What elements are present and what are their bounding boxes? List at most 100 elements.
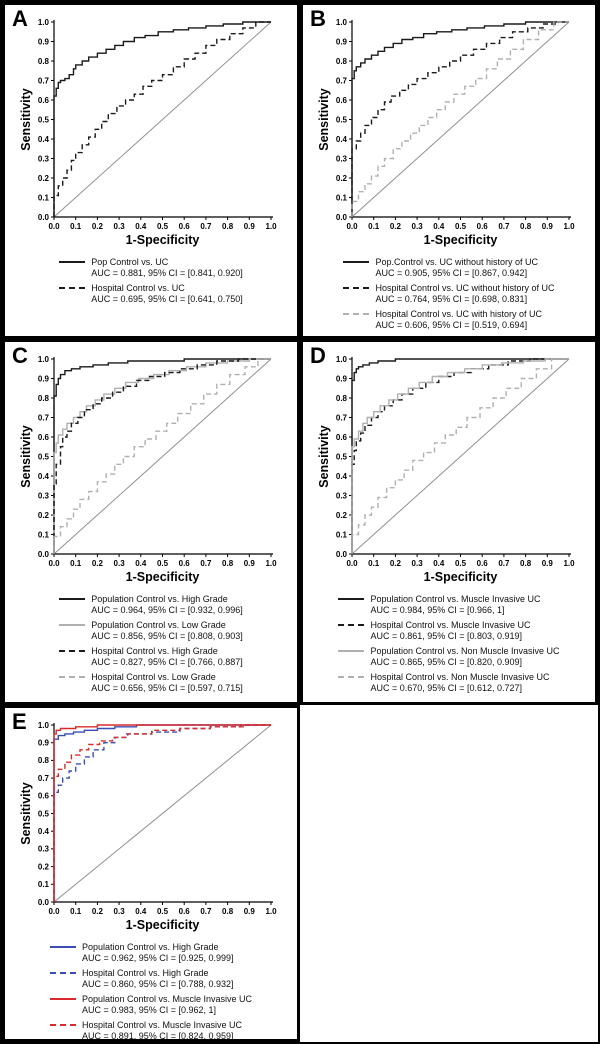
x-tick-label: 0.4 [135, 222, 147, 231]
legend-entry-text: Hospital Control vs. Low Grade AUC = 0.65… [91, 672, 243, 694]
x-axis-title: 1-Specificity [424, 570, 498, 584]
legend-line-sample [49, 946, 76, 948]
legend-series-name: Hospital Control vs. Low Grade [91, 672, 216, 682]
y-tick-label: 0.2 [336, 174, 348, 183]
legend-auc-text: AUC = 0.865, 95% CI = [0.820, 0.909] [370, 657, 523, 667]
legend-line-sample [59, 287, 86, 289]
x-tick-label: 0.5 [455, 222, 467, 231]
legend-entry-text: Hospital Control vs. Non Muscle Invasive… [370, 672, 549, 694]
y-tick-label: 0.2 [38, 862, 50, 871]
y-tick-label: 0.2 [38, 511, 50, 520]
legend-auc-text: AUC = 0.695, 95% CI = [0.641, 0.750] [91, 294, 243, 304]
x-tick-label: 0.8 [222, 222, 234, 231]
y-tick-label: 0.4 [336, 472, 348, 481]
x-tick-label: 0.2 [390, 559, 402, 568]
x-tick-label: 0.9 [244, 222, 256, 231]
x-axis-title: 1-Specificity [126, 233, 200, 247]
legend-entry-text: Population Control vs. High Grade AUC = 0… [82, 942, 234, 964]
legend-entry-text: Population Control vs. Low Grade AUC = 0.… [91, 620, 243, 642]
x-tick-label: 0.8 [520, 222, 532, 231]
legend-auc-text: AUC = 0.656, 95% CI = [0.597, 0.715] [91, 683, 243, 693]
y-tick-label: 0.4 [38, 472, 50, 481]
roc-chart-A: 0.00.0 0.1 0.1 0.2 0.2 0.3 0.3 0.4 0.4 0.5 0.5 0.6 0… [20, 18, 277, 247]
legend-item: Hospital Control vs. UC without history … [343, 283, 555, 305]
legend-series-name: Hospital Control vs. Muscle Invasive UC [370, 620, 531, 630]
roc-curve [53, 358, 271, 554]
panel-B: B 0.0 0.0 0.1 0.1 0.2 0.2 0.3 0.3 0.4 0.4 0.5 0.5 0.… [300, 2, 598, 339]
legend-line-sample [49, 998, 76, 1000]
legend-auc-text: AUC = 0.861, 95% CI = [0.803, 0.919] [370, 631, 523, 641]
roc-chart-E: 0.00.0 0.1 0.1 0.2 0.2 0.3 0.3 0.4 0.4 0.5 0.5 0.6 0… [20, 721, 277, 932]
roc-curve [351, 21, 569, 217]
legend-auc-text: AUC = 0.860, 95% CI = [0.788, 0.932] [81, 979, 234, 989]
legend-entry-text: Pop.Control vs. UC without history of UC… [375, 257, 538, 279]
y-tick-label: 1.0 [38, 355, 50, 364]
x-tick-label: 0.9 [244, 907, 256, 916]
legend-C: Population Control vs. High Grade AUC = 0… [59, 594, 243, 694]
legend-item: Hospital Control vs. Muscle Invasive UC A… [49, 1020, 252, 1039]
roc-curve [53, 724, 271, 902]
y-tick-label: 0.5 [336, 115, 348, 124]
legend-line-sample [59, 676, 86, 678]
roc-chart-D: 0.00.0 0.1 0.1 0.2 0.2 0.3 0.3 0.4 0.4 0.5 0.5 0.6 0… [318, 355, 575, 584]
x-tick-label: 0.5 [455, 559, 467, 568]
x-axis-title: 1-Specificity [424, 233, 498, 247]
legend-line-sample [59, 624, 86, 626]
roc-chart-C: 0.00.0 0.1 0.1 0.2 0.2 0.3 0.3 0.4 0.4 0.5 0.5 0.6 0… [20, 355, 277, 584]
x-tick-label: 0.7 [498, 222, 510, 231]
legend-line-sample [49, 1024, 76, 1026]
y-tick-label: 0.6 [38, 96, 50, 105]
legend-item: Hospital Control vs. UC AUC = 0.695, 95% … [59, 283, 243, 305]
legend-item: Population Control vs. Low Grade AUC = 0.… [59, 620, 243, 642]
x-tick-label: 0.8 [222, 559, 234, 568]
y-tick-label: 0.6 [336, 433, 348, 442]
legend-line-sample [59, 261, 86, 263]
x-tick-label: 0.8 [222, 907, 234, 916]
x-tick-label: 0.2 [390, 222, 402, 231]
x-tick-label: 0.1 [70, 559, 82, 568]
y-tick-label: 0.8 [38, 756, 50, 765]
y-tick-label: 0.8 [38, 394, 50, 403]
x-tick-label: 0.1 [368, 559, 380, 568]
x-tick-label: 0.6 [477, 222, 489, 231]
y-tick-label: 1.0 [38, 18, 50, 27]
panel-E: E 0.0 0.0 0.1 0.1 0.2 0.2 0.3 0.3 0.4 0.4 0.5 0.5 0.… [2, 705, 300, 1042]
legend-item: Hospital Control vs. Muscle Invasive UC A… [338, 620, 559, 642]
y-tick-label: 0.3 [336, 154, 348, 163]
empty-cell [300, 705, 598, 1042]
legend-entry-text: Hospital Control vs. High Grade AUC = 0.8… [82, 968, 234, 990]
x-tick-label: 0.5 [157, 559, 169, 568]
y-tick-label: 0.5 [38, 809, 50, 818]
legend-entry-text: Population Control vs. Muscle Invasive U… [82, 994, 252, 1016]
legend-item: Hospital Control vs. High Grade AUC = 0.8… [59, 646, 243, 668]
legend-series-name: Population Control vs. Low Grade [91, 620, 226, 630]
roc-curve [53, 358, 271, 554]
y-tick-label: 0.6 [38, 433, 50, 442]
y-tick-label: 0.9 [38, 374, 50, 383]
x-tick-label: 0.5 [157, 907, 169, 916]
legend-auc-text: AUC = 0.764, 95% CI = [0.698, 0.831] [375, 294, 528, 304]
legend-entry-text: Population Control vs. Non Muscle Invasi… [370, 646, 559, 668]
y-tick-label: 0.0 [38, 898, 50, 907]
y-tick-label: 0.4 [38, 827, 50, 836]
legend-auc-text: AUC = 0.983, 95% CI = [0.962, 1] [81, 1005, 217, 1015]
x-tick-label: 0.2 [92, 222, 104, 231]
x-tick-label: 0.3 [114, 559, 126, 568]
legend-B: Pop.Control vs. UC without history of UC… [343, 257, 555, 331]
panel-E-label: E [12, 709, 27, 734]
y-tick-label: 0.9 [38, 739, 50, 748]
legend-series-name: Hospital Control vs. UC with history of … [375, 309, 543, 319]
y-tick-label: 1.0 [38, 721, 50, 730]
y-tick-label: 0.0 [336, 213, 348, 222]
roc-curve [351, 358, 569, 554]
roc-curve [53, 724, 271, 902]
x-tick-label: 1.0 [563, 222, 575, 231]
legend-series-name: Hospital Control vs. UC [91, 283, 185, 293]
x-tick-label: 0.4 [135, 907, 147, 916]
legend-line-sample [338, 624, 365, 626]
legend-line-sample [338, 598, 365, 600]
x-tick-label: 0.2 [92, 907, 104, 916]
legend-series-name: Population Control vs. Muscle Invasive U… [370, 594, 541, 604]
x-tick-label: 0.9 [542, 559, 554, 568]
x-tick-label: 0.6 [179, 559, 191, 568]
